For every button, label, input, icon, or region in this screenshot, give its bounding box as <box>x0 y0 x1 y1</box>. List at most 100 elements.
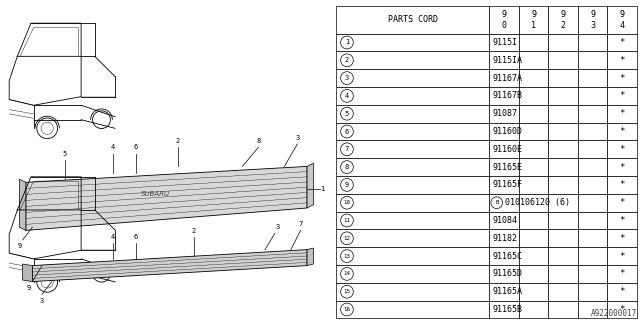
Bar <box>548 176 578 194</box>
Text: 9
1: 9 1 <box>531 10 536 30</box>
Bar <box>519 194 548 212</box>
Text: 4: 4 <box>111 234 115 240</box>
Text: 5: 5 <box>345 111 349 117</box>
Text: 91165F: 91165F <box>492 180 522 189</box>
Text: *: * <box>620 305 625 314</box>
Polygon shape <box>32 250 307 282</box>
Bar <box>336 265 490 283</box>
Bar <box>548 283 578 300</box>
Polygon shape <box>307 248 314 266</box>
Bar <box>607 176 637 194</box>
Bar <box>519 265 548 283</box>
Bar <box>519 123 548 140</box>
Text: 3: 3 <box>40 298 44 304</box>
Text: 9
2: 9 2 <box>561 10 566 30</box>
Bar <box>548 247 578 265</box>
Bar <box>607 229 637 247</box>
Bar <box>578 265 607 283</box>
Bar <box>519 158 548 176</box>
Text: *: * <box>620 163 625 172</box>
Bar <box>578 229 607 247</box>
Bar <box>548 52 578 69</box>
Bar <box>490 34 519 52</box>
Text: *: * <box>620 287 625 296</box>
Bar <box>548 300 578 318</box>
Text: 91182: 91182 <box>492 234 518 243</box>
Bar <box>578 123 607 140</box>
Bar <box>336 6 490 34</box>
Bar <box>519 34 548 52</box>
Text: 4: 4 <box>345 93 349 99</box>
Bar <box>578 300 607 318</box>
Bar <box>519 283 548 300</box>
Text: 91165B: 91165B <box>492 305 522 314</box>
Text: 15: 15 <box>344 289 351 294</box>
Text: A922000017: A922000017 <box>591 309 637 318</box>
Text: *: * <box>620 180 625 189</box>
Bar <box>548 105 578 123</box>
Text: 6: 6 <box>134 144 138 150</box>
Bar <box>336 34 490 52</box>
Text: 5: 5 <box>63 151 67 157</box>
Text: 12: 12 <box>344 236 351 241</box>
Bar <box>490 123 519 140</box>
Bar <box>490 52 519 69</box>
Bar <box>519 247 548 265</box>
Text: 3: 3 <box>345 75 349 81</box>
Text: 14: 14 <box>344 271 351 276</box>
Bar <box>490 87 519 105</box>
Text: *: * <box>620 252 625 260</box>
Text: 7: 7 <box>345 146 349 152</box>
Bar <box>607 123 637 140</box>
Text: 9: 9 <box>345 182 349 188</box>
Text: 16: 16 <box>344 307 351 312</box>
Bar <box>336 247 490 265</box>
Bar <box>607 194 637 212</box>
Text: 8: 8 <box>257 138 260 144</box>
Bar <box>490 212 519 229</box>
Text: 9
0: 9 0 <box>502 10 506 30</box>
Bar <box>336 123 490 140</box>
Bar <box>548 212 578 229</box>
Text: 2: 2 <box>192 228 196 234</box>
Text: 91087: 91087 <box>492 109 518 118</box>
Text: 7: 7 <box>298 221 303 227</box>
Bar <box>607 212 637 229</box>
Text: 6: 6 <box>345 129 349 134</box>
Bar <box>578 247 607 265</box>
Text: 9115I: 9115I <box>492 38 518 47</box>
Bar <box>519 140 548 158</box>
Bar <box>519 69 548 87</box>
Bar <box>607 300 637 318</box>
Text: *: * <box>620 56 625 65</box>
Polygon shape <box>22 264 32 282</box>
Bar <box>578 105 607 123</box>
Bar <box>578 158 607 176</box>
Bar <box>548 194 578 212</box>
Text: 91165A: 91165A <box>492 287 522 296</box>
Bar <box>578 34 607 52</box>
Bar <box>336 212 490 229</box>
Bar <box>336 69 490 87</box>
Bar <box>578 87 607 105</box>
Text: 9115IA: 9115IA <box>492 56 522 65</box>
Bar <box>336 300 490 318</box>
Text: 10: 10 <box>344 200 351 205</box>
Text: 9
3: 9 3 <box>590 10 595 30</box>
Text: 13: 13 <box>344 253 351 259</box>
Bar <box>336 229 490 247</box>
Bar <box>578 176 607 194</box>
Text: 3: 3 <box>295 135 300 141</box>
Bar <box>548 87 578 105</box>
Bar <box>336 140 490 158</box>
Bar <box>490 283 519 300</box>
Bar <box>578 283 607 300</box>
Text: 1: 1 <box>345 39 349 45</box>
Polygon shape <box>26 166 307 230</box>
Bar <box>490 176 519 194</box>
Text: 11: 11 <box>344 218 351 223</box>
Text: 6: 6 <box>134 234 138 240</box>
Text: *: * <box>620 234 625 243</box>
Text: 91160E: 91160E <box>492 145 522 154</box>
Text: 91165C: 91165C <box>492 252 522 260</box>
